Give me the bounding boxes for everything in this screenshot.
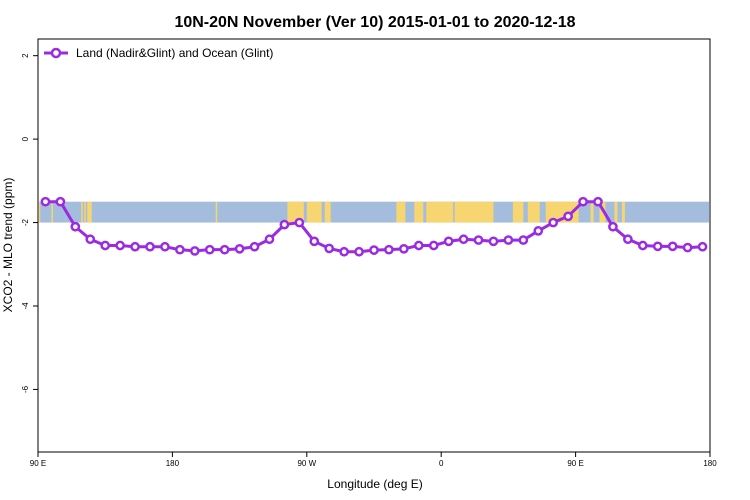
x-tick-label: 90 W — [297, 459, 316, 468]
data-point — [100, 240, 111, 251]
data-point — [652, 241, 663, 252]
map-land — [84, 201, 86, 223]
data-point — [458, 234, 469, 245]
data-point — [488, 236, 499, 247]
data-point — [369, 245, 379, 255]
data-point — [623, 234, 633, 245]
data-point — [593, 196, 603, 207]
y-tick-label: -4 — [21, 302, 30, 310]
data-point — [145, 241, 155, 252]
data-point — [413, 240, 424, 251]
data-point — [578, 196, 588, 207]
map-land — [51, 201, 53, 223]
map-land — [215, 201, 218, 223]
map-land — [324, 201, 331, 223]
map-land — [414, 201, 424, 223]
data-point — [533, 226, 544, 236]
data-point — [384, 244, 394, 255]
map-land — [527, 201, 540, 223]
map-land — [454, 201, 494, 223]
y-tick-label: 0 — [21, 136, 30, 141]
map-land — [426, 201, 454, 223]
data-point — [294, 217, 305, 228]
data-point — [667, 241, 678, 252]
map-land — [512, 201, 524, 223]
x-tick-label: 0 — [439, 459, 444, 468]
data-point — [503, 235, 514, 245]
data-point — [339, 246, 349, 257]
data-point — [160, 241, 170, 252]
data-point — [40, 196, 51, 207]
map-land — [306, 201, 322, 223]
data-point — [115, 240, 125, 251]
legend-marker-swatch — [50, 47, 62, 59]
data-point — [55, 196, 66, 207]
map-land — [590, 201, 594, 223]
data-point — [399, 243, 409, 254]
data-point — [219, 244, 230, 255]
data-point — [130, 241, 140, 252]
data-point — [189, 246, 200, 256]
y-tick-label: -6 — [21, 385, 30, 393]
data-point — [428, 240, 439, 251]
x-axis: 90 E 180 90 W 0 90 E 180 — [30, 452, 717, 468]
data-point — [264, 234, 275, 245]
data-point — [682, 242, 693, 253]
data-point — [175, 244, 185, 255]
plot-frame — [37, 38, 711, 453]
map-land — [396, 201, 406, 223]
x-tick-label: 90 E — [567, 459, 583, 468]
data-point — [234, 243, 245, 254]
data-point — [279, 219, 290, 230]
x-axis-label: Longitude (deg E) — [327, 477, 422, 491]
series-layer — [40, 196, 708, 257]
data-point — [608, 221, 618, 232]
map-land — [39, 201, 41, 223]
data-point — [249, 241, 260, 252]
map-land — [621, 201, 625, 223]
y-axis-label: XCO2 - MLO trend (ppm) — [1, 178, 15, 313]
data-point — [324, 243, 335, 254]
y-tick-label: 2 — [21, 53, 30, 58]
map-land — [287, 201, 304, 223]
data-point — [563, 211, 573, 222]
data-point — [309, 236, 320, 247]
data-point — [518, 235, 529, 245]
data-point — [85, 234, 96, 245]
data-point — [637, 240, 648, 251]
legend: Land (Nadir&Glint) and Ocean (Glint) — [44, 46, 273, 60]
data-point — [548, 217, 559, 228]
data-point — [354, 246, 364, 257]
data-point — [70, 221, 81, 232]
map-ocean — [39, 201, 709, 223]
legend-label: Land (Nadir&Glint) and Ocean (Glint) — [76, 46, 273, 60]
data-point — [697, 241, 708, 252]
y-axis: 2 0 -2 -4 -6 — [21, 53, 38, 393]
x-tick-label: 180 — [703, 459, 717, 468]
data-point — [443, 236, 454, 247]
map-land — [614, 201, 618, 223]
map-land — [81, 201, 83, 223]
data-point — [473, 235, 484, 245]
x-tick-label: 90 E — [30, 459, 46, 468]
y-tick-label: -2 — [21, 218, 30, 226]
x-tick-label: 180 — [166, 459, 180, 468]
map-land — [87, 201, 92, 223]
data-point — [204, 244, 215, 255]
chart-title: 10N-20N November (Ver 10) 2015-01-01 to … — [174, 14, 575, 31]
